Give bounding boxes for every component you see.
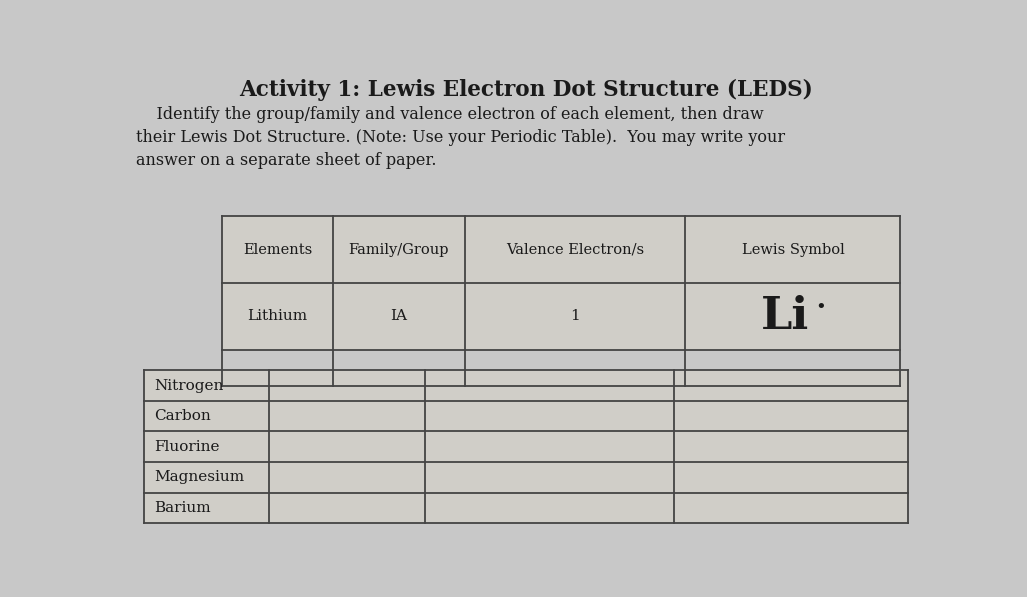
- Bar: [222, 217, 901, 350]
- Text: Elements: Elements: [243, 243, 312, 257]
- Text: Li: Li: [761, 295, 809, 338]
- Text: Carbon: Carbon: [154, 409, 211, 423]
- Text: Family/Group: Family/Group: [349, 243, 449, 257]
- Text: their Lewis Dot Structure. (Note: Use your Periodic Table).  You may write your: their Lewis Dot Structure. (Note: Use yo…: [137, 129, 786, 146]
- Text: answer on a separate sheet of paper.: answer on a separate sheet of paper.: [137, 152, 436, 169]
- Text: Nitrogen: Nitrogen: [154, 378, 223, 393]
- Text: Activity 1: Lewis Electron Dot Structure (LEDS): Activity 1: Lewis Electron Dot Structure…: [239, 79, 813, 101]
- Text: Lithium: Lithium: [248, 309, 308, 324]
- Text: Magnesium: Magnesium: [154, 470, 244, 484]
- Text: IA: IA: [390, 309, 408, 324]
- Text: Identify the group/family and valence electron of each element, then draw: Identify the group/family and valence el…: [137, 106, 764, 123]
- Text: Lewis Symbol: Lewis Symbol: [741, 243, 844, 257]
- Bar: [144, 370, 909, 523]
- Text: Barium: Barium: [154, 501, 211, 515]
- Text: Valence Electron/s: Valence Electron/s: [506, 243, 644, 257]
- Text: •: •: [815, 298, 826, 316]
- Text: Fluorine: Fluorine: [154, 440, 220, 454]
- Text: 1: 1: [570, 309, 580, 324]
